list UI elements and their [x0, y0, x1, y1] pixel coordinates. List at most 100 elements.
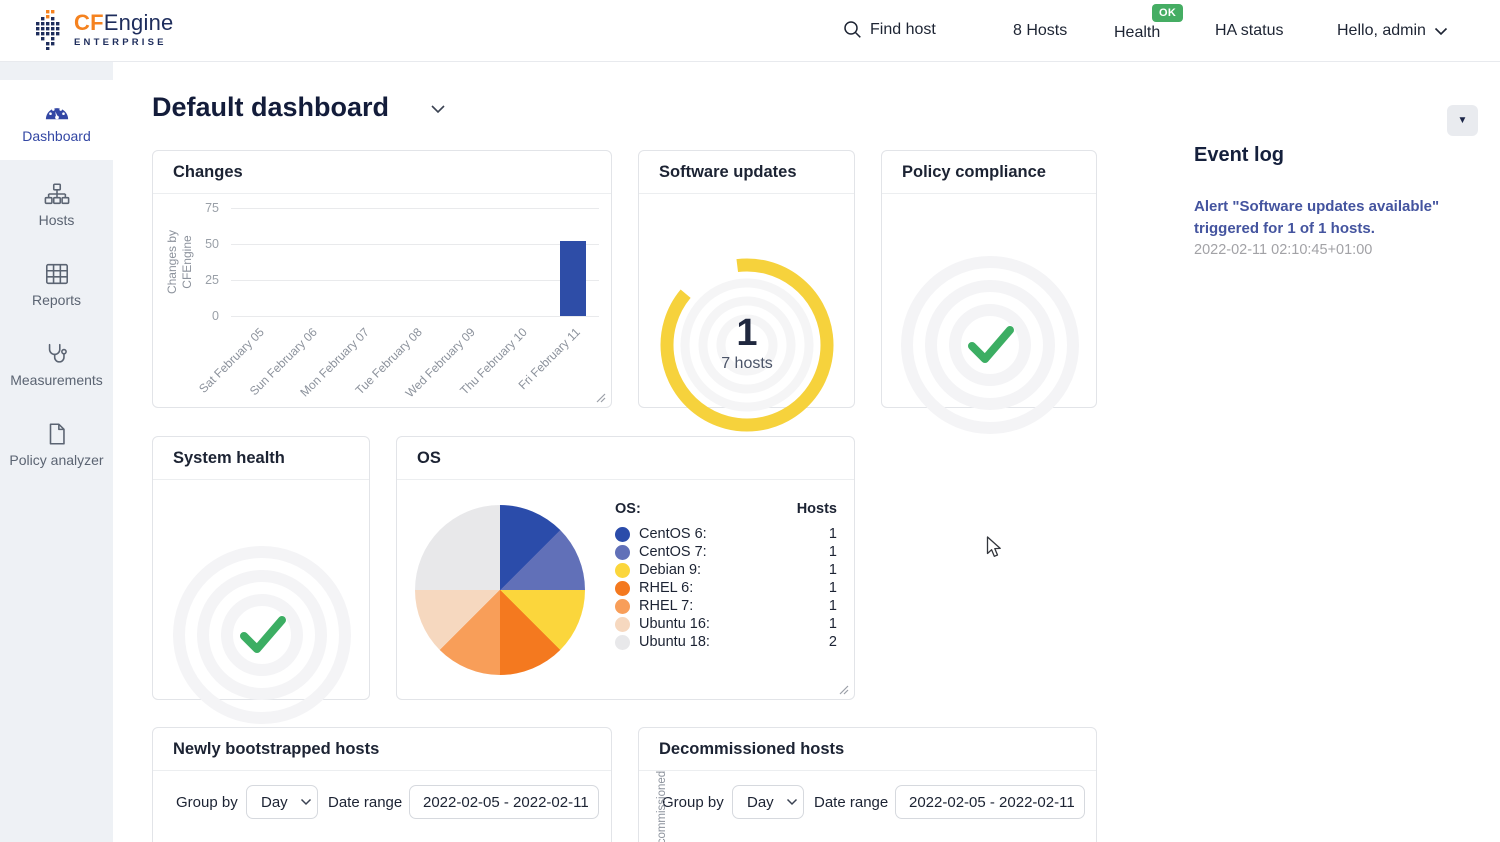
y-axis-tick: 25	[205, 273, 219, 287]
decommissioned-panel: Decommissioned hosts Group by Day Date r…	[638, 727, 1097, 842]
software-updates-hosts-label: 7 hosts	[721, 355, 773, 372]
legend-label: CentOS 7:	[639, 544, 707, 560]
date-range-input[interactable]	[409, 785, 599, 819]
newly-bootstrapped-panel-title: Newly bootstrapped hosts	[173, 740, 380, 758]
mini-chart-y-axis-label: Decommissioned	[656, 770, 668, 842]
policy-compliance-status	[901, 256, 1079, 434]
x-axis-label: Wed February 09	[402, 325, 478, 401]
policy-analyzer-file-icon	[49, 423, 65, 445]
sidebar-item-label: Hosts	[38, 212, 75, 228]
group-by-label: Group by	[662, 794, 724, 811]
legend-value: 1	[828, 598, 837, 614]
sidebar-item-hosts[interactable]: Hosts	[0, 164, 113, 244]
x-axis-label: Fri February 11	[515, 325, 583, 393]
legend-color-dot	[615, 544, 630, 560]
event-log-alert-link[interactable]: Alert "Software updates available" trigg…	[1194, 198, 1440, 237]
os-legend-row: RHEL 7: 1	[615, 597, 837, 615]
chevron-down-icon	[786, 798, 797, 806]
sidebar: Dashboard Hosts	[0, 62, 113, 842]
os-panel: OS OS: Hosts CentOS 6: 1 CentOS 7: 1 Debian …	[396, 436, 855, 700]
check-icon	[968, 326, 1014, 363]
os-legend-row: RHEL 6: 1	[615, 579, 837, 597]
x-axis-label: Sat February 05	[196, 325, 268, 396]
chevron-down-icon	[300, 798, 311, 806]
health-ok-badge: OK	[1152, 4, 1184, 22]
y-axis-tick: 50	[205, 237, 219, 251]
sidebar-item-label: Reports	[31, 292, 82, 308]
legend-color-dot	[615, 598, 630, 614]
date-range-label: Date range	[814, 794, 889, 811]
legend-value: 1	[828, 544, 837, 560]
search-icon	[844, 21, 861, 38]
resize-handle-icon[interactable]	[594, 391, 606, 403]
sidebar-item-policy-analyzer[interactable]: Policy analyzer	[0, 404, 113, 484]
legend-color-dot	[615, 634, 630, 650]
bar-Fri February 11[interactable]	[559, 241, 586, 316]
legend-value: 1	[828, 580, 837, 596]
brand-subtitle: ENTERPRISE	[74, 37, 167, 48]
user-menu[interactable]: Hello, admin	[1337, 22, 1448, 40]
x-axis-label: Tue February 08	[352, 325, 425, 398]
legend-label: Debian 9:	[639, 562, 702, 578]
gridline	[231, 280, 599, 281]
dashboard-selector-chevron-icon[interactable]	[430, 104, 446, 114]
date-range-label: Date range	[328, 794, 403, 811]
sidebar-item-dashboard[interactable]: Dashboard	[0, 80, 113, 160]
group-by-select[interactable]: Day	[246, 785, 318, 819]
legend-color-dot	[615, 580, 630, 596]
system-health-panel-title: System health	[173, 449, 285, 467]
changes-bar-chart: 0 25 50 75 Sat February 05 Sun February 06 Mon…	[153, 195, 611, 407]
y-axis-tick: 0	[212, 309, 219, 323]
gridline	[231, 208, 599, 209]
sidebar-item-reports[interactable]: Reports	[0, 244, 113, 324]
event-log-collapse-button[interactable]: ▼	[1447, 105, 1478, 136]
legend-color-dot	[615, 562, 630, 578]
x-axis-label: Mon February 07	[297, 325, 373, 400]
y-axis-tick: 75	[205, 201, 219, 215]
dashboard-gauge-icon	[45, 108, 68, 120]
cfengine-logo[interactable]: CFEngine ENTERPRISE	[36, 10, 173, 50]
gridline	[231, 244, 599, 245]
top-header: CFEngine ENTERPRISE Find host 8 Hosts He…	[0, 0, 1500, 62]
group-by-label: Group by	[176, 794, 238, 811]
software-updates-panel: Software updates 1 7 hosts	[638, 150, 855, 432]
legend-value: 1	[828, 526, 837, 542]
system-health-status	[173, 546, 351, 724]
measurements-stethoscope-icon	[48, 343, 67, 363]
chevron-down-icon	[1434, 27, 1448, 35]
hosts-count-link[interactable]: 8 Hosts	[1013, 22, 1068, 39]
legend-color-dot	[615, 616, 630, 632]
legend-color-dot	[615, 526, 630, 542]
os-legend-row: Debian 9: 1	[615, 561, 837, 579]
software-updates-count: 1	[736, 312, 758, 354]
cfengine-logo-icon	[36, 10, 60, 50]
changes-panel: Changes Changes by CFEngine 0 25 50 75 Sat Fe…	[152, 150, 612, 408]
os-legend-row: Ubuntu 16: 1	[615, 615, 837, 633]
sidebar-item-measurements[interactable]: Measurements	[0, 324, 113, 404]
decommissioned-panel-title: Decommissioned hosts	[659, 740, 845, 758]
os-legend-row: Ubuntu 18: 2	[615, 633, 837, 651]
health-link[interactable]: Health OK	[1114, 4, 1184, 42]
page-title: Default dashboard	[152, 92, 390, 122]
legend-value: 1	[828, 562, 837, 578]
legend-label: RHEL 7:	[639, 598, 694, 614]
group-by-select[interactable]: Day	[732, 785, 804, 819]
sidebar-item-label: Policy analyzer	[9, 452, 104, 468]
resize-handle-icon[interactable]	[837, 683, 849, 695]
legend-label: Ubuntu 18:	[639, 634, 710, 650]
hosts-tree-icon	[44, 183, 69, 205]
x-axis-label: Thu February 10	[457, 325, 531, 398]
os-legend-title: OS:	[615, 501, 641, 517]
ha-status-link[interactable]: HA status	[1215, 22, 1284, 39]
legend-value: 2	[828, 634, 837, 650]
reports-table-icon	[45, 263, 68, 285]
os-pie-chart[interactable]	[415, 505, 585, 675]
x-axis-label: Sun February 06	[246, 325, 320, 399]
os-panel-title: OS	[417, 449, 441, 467]
sidebar-item-label: Dashboard	[22, 128, 91, 144]
find-host-button[interactable]: Find host	[843, 20, 936, 39]
date-range-input[interactable]	[895, 785, 1085, 819]
event-log-timestamp: 2022-02-11 02:10:45+01:00	[1194, 242, 1373, 258]
software-updates-donut-chart[interactable]	[652, 250, 842, 440]
